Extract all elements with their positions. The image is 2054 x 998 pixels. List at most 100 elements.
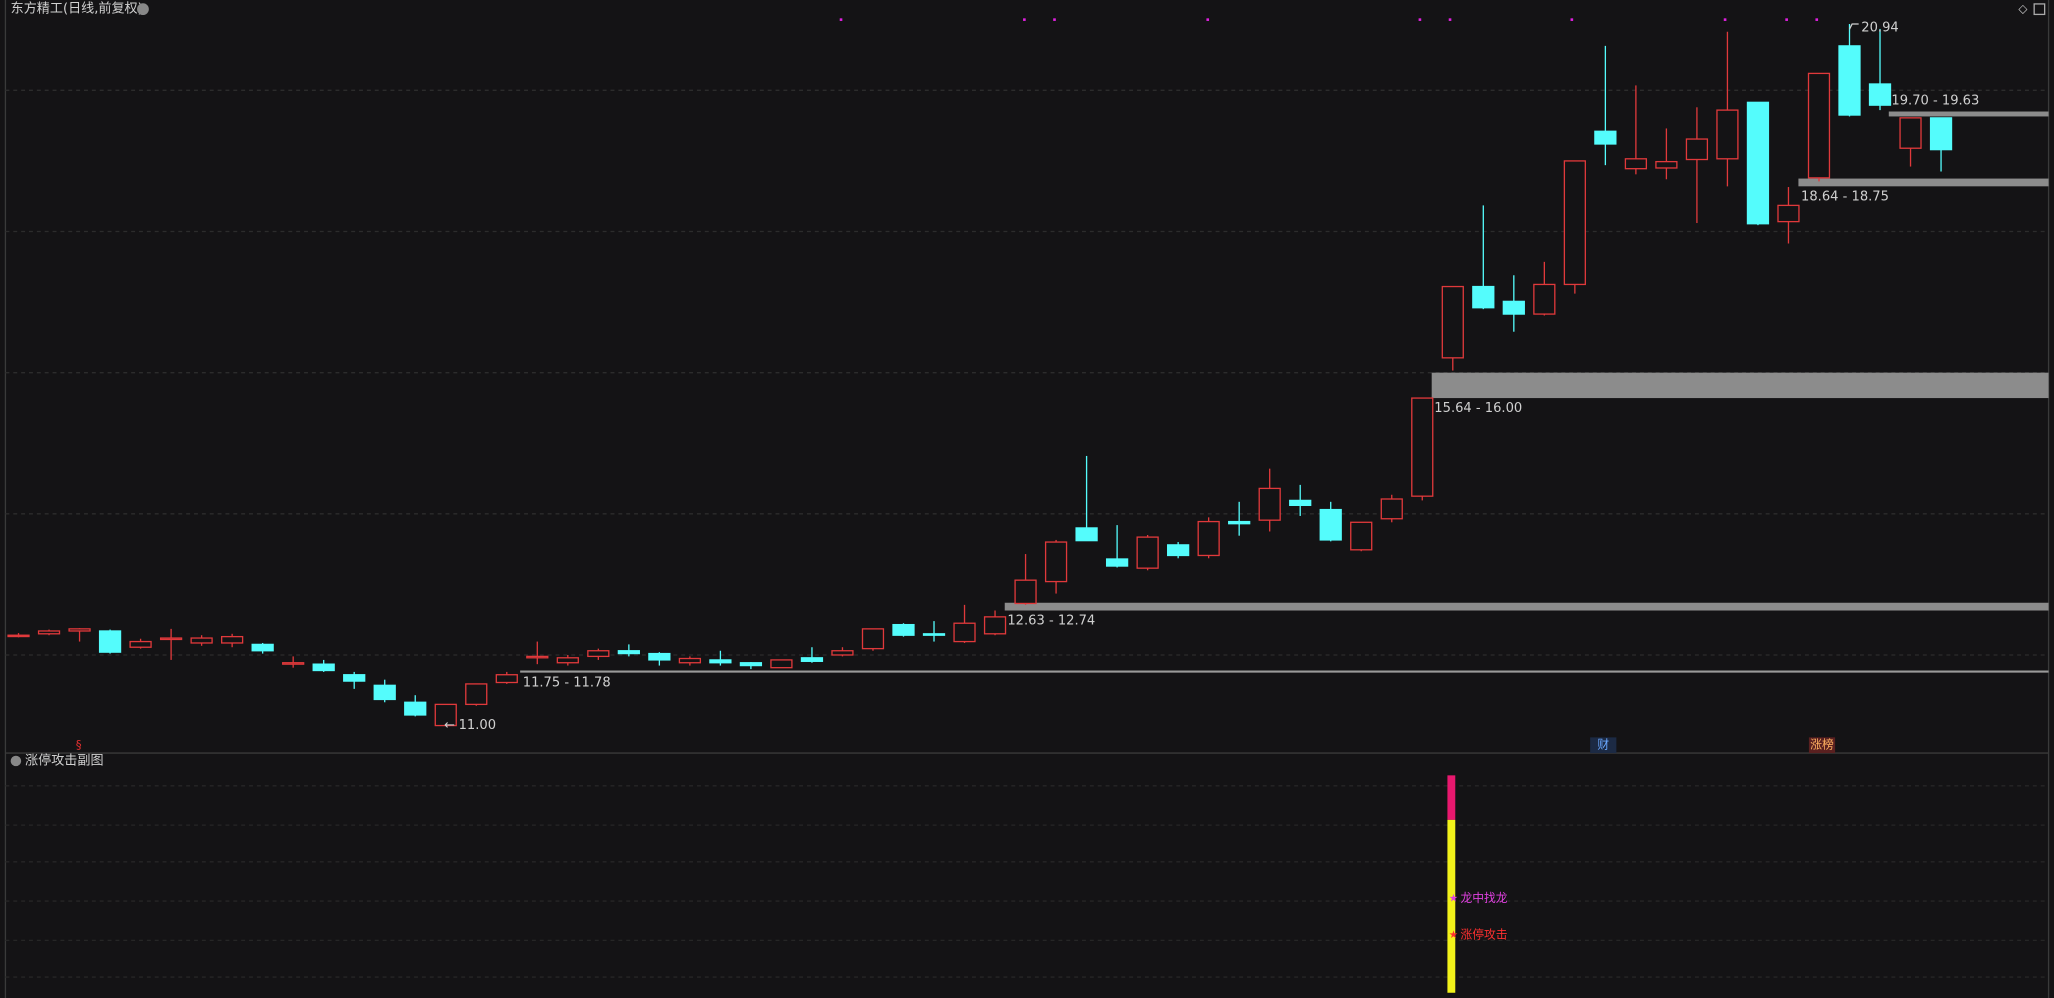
candle-body: [1411, 397, 1434, 497]
candle-body: [1716, 109, 1739, 160]
zone-label: 18.64 - 18.75: [1801, 189, 1889, 204]
candle-body: [1502, 300, 1525, 315]
candle-body: [434, 703, 457, 727]
candle-body: [617, 650, 640, 655]
candle-body: [709, 659, 732, 664]
candle-body: [1777, 204, 1800, 223]
candle-body: [739, 662, 763, 667]
event-label: 涨榜: [1810, 738, 1834, 752]
candle-body: [648, 652, 671, 661]
candle-body: [129, 640, 152, 648]
candle-body: [190, 637, 213, 644]
candle-body: [404, 701, 427, 716]
candle-body: [1624, 158, 1648, 170]
event-dot: [1723, 18, 1727, 21]
candle-body: [159, 637, 183, 641]
candle-body: [251, 643, 274, 652]
candle-body: [1075, 527, 1098, 542]
candle-body: [1441, 285, 1464, 359]
candle-body: [312, 663, 335, 672]
candle-body: [526, 655, 549, 659]
high-mark: 20.94: [1861, 20, 1898, 35]
candle-body: [1838, 45, 1861, 116]
candle-body: [922, 633, 946, 636]
signal-bar: [1447, 819, 1456, 993]
candle-body: [98, 630, 122, 653]
candle-body: [1929, 117, 1953, 151]
event-dot: [1206, 18, 1210, 21]
candle-body: [1289, 499, 1312, 507]
candle-body: [1167, 544, 1190, 557]
candle-body: [1746, 101, 1770, 225]
zone-bar: [1798, 178, 2049, 187]
candle-body: [983, 616, 1007, 635]
candle-body: [1868, 83, 1892, 106]
candle-body: [1197, 520, 1220, 557]
event-label-bg: [1808, 737, 1836, 754]
event-dot: [1815, 18, 1819, 21]
low-mark: 11.00: [459, 718, 496, 733]
signal-top: [1447, 775, 1456, 820]
low-mark-arrow: ←: [444, 718, 455, 733]
event-dot: [1448, 18, 1452, 21]
zone-label: 12.63 - 12.74: [1007, 613, 1095, 628]
event-dot: [839, 18, 843, 21]
candle-body: [1655, 160, 1678, 169]
zone-bar: [1431, 372, 2049, 399]
candle-body: [1472, 285, 1495, 309]
signal-label: 涨停攻击: [1461, 928, 1508, 942]
candle-body: [1228, 520, 1251, 525]
candle-body: [892, 623, 915, 636]
candle-body: [373, 684, 396, 701]
candle-body: [1014, 579, 1037, 605]
candle-body: [1563, 160, 1586, 286]
candle-body: [861, 628, 885, 650]
candle-body: [800, 657, 824, 662]
window-button[interactable]: [2033, 3, 2046, 16]
signal-label: 龙中找龙: [1461, 891, 1508, 905]
candle-body: [953, 622, 976, 643]
zone-bar: [1888, 111, 2049, 117]
event-label-bg: [1590, 737, 1617, 754]
high-mark-arrow: [1848, 23, 1859, 30]
candle-body: [1899, 117, 1922, 149]
title-menu[interactable]: [137, 3, 149, 16]
zone-bar: [1004, 602, 2049, 611]
event-dot: [1418, 18, 1422, 21]
event-label: §: [76, 738, 82, 752]
event-label: 财: [1597, 738, 1609, 752]
candle-body: [495, 674, 518, 684]
candle-body: [1685, 138, 1709, 161]
candle-body: [68, 628, 91, 632]
candle-body: [1319, 508, 1342, 541]
signal-star: ★: [1449, 892, 1458, 904]
zone-label: 19.70 - 19.63: [1891, 94, 1979, 109]
candle-body: [1380, 498, 1403, 520]
candle-body: [1533, 283, 1556, 315]
candle-body: [7, 634, 30, 638]
candle-body: [1350, 521, 1373, 551]
candle-body: [831, 650, 854, 656]
zone-bar: [520, 670, 2049, 673]
subchart-title: 涨停攻击副图: [25, 751, 103, 768]
zone-label: 15.64 - 16.00: [1434, 401, 1522, 416]
window-icon[interactable]: ◇: [2018, 2, 2028, 16]
candle-body: [770, 659, 793, 669]
event-dot: [1570, 18, 1574, 21]
candle-body: [221, 635, 244, 644]
sub-menu[interactable]: [10, 755, 22, 767]
candle-body: [465, 683, 488, 706]
candle-body: [343, 674, 366, 682]
candle-body: [587, 650, 610, 658]
candle-body: [37, 630, 61, 635]
candle-body: [1136, 536, 1159, 569]
candle-body: [1044, 541, 1068, 583]
candle-body: [1594, 130, 1617, 145]
candle-body: [1807, 72, 1831, 179]
candle-body: [1105, 558, 1129, 567]
event-dot: [1053, 18, 1056, 21]
candle-body: [678, 657, 702, 664]
